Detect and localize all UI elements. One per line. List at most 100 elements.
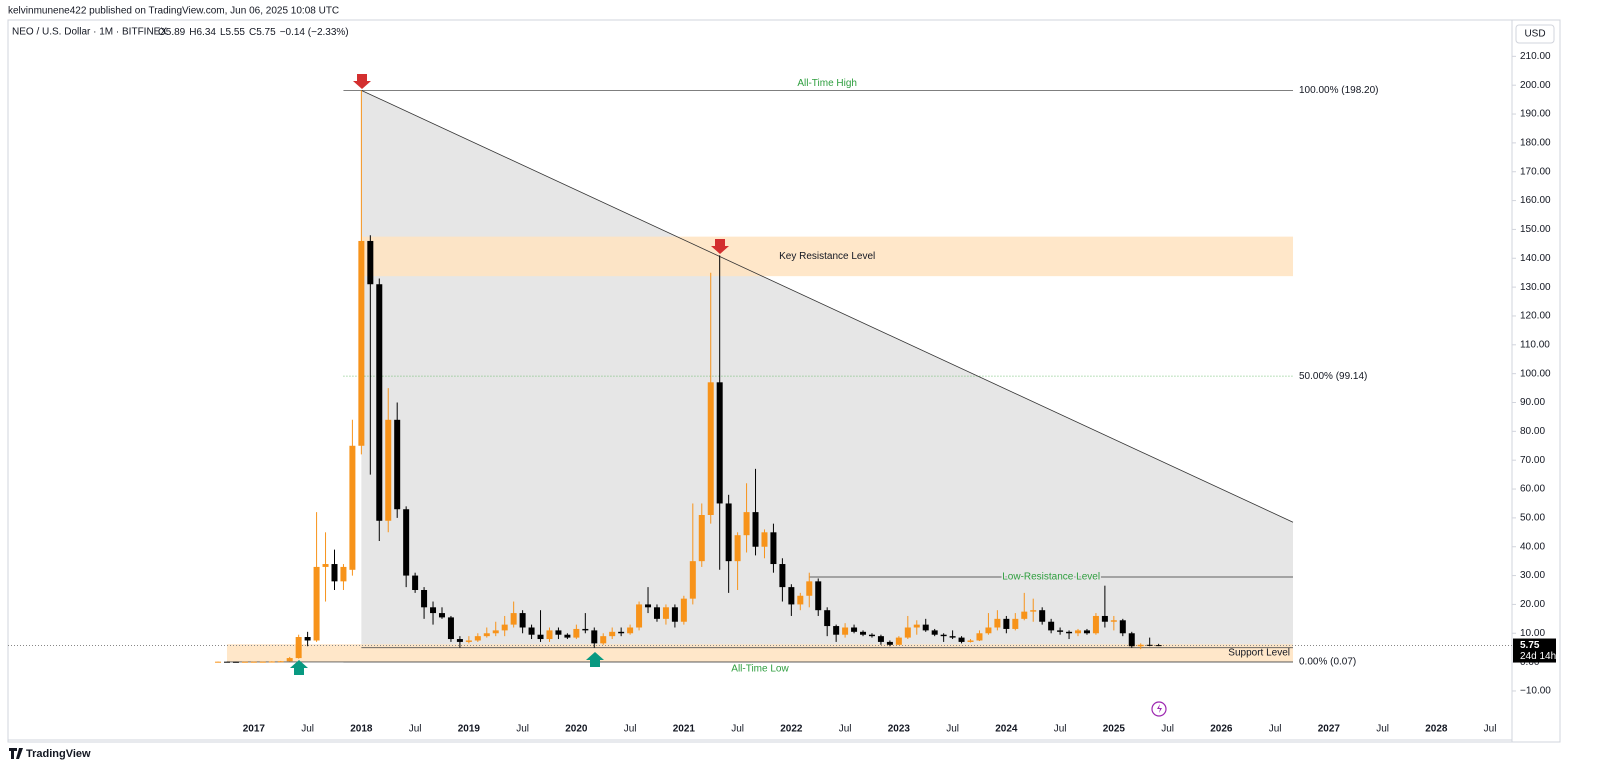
candle-body bbox=[707, 382, 714, 515]
x-tick-label: 2018 bbox=[350, 724, 373, 735]
all-time-low-label: All-Time Low bbox=[731, 664, 789, 675]
legend-symbol: NEO / U.S. Dollar · 1M · BITFINEX bbox=[12, 27, 167, 38]
ohlc-value: 6.34 bbox=[196, 27, 216, 38]
key-resistance-label: Key Resistance Level bbox=[779, 251, 875, 262]
candle-body bbox=[806, 581, 813, 596]
y-tick-label: 90.00 bbox=[1520, 397, 1545, 408]
ohlc-value: 5.55 bbox=[226, 27, 246, 38]
x-tick-label: Jul bbox=[301, 724, 314, 735]
candle-body bbox=[492, 630, 499, 634]
candle-body bbox=[1057, 630, 1064, 632]
x-tick-label: 2027 bbox=[1318, 724, 1341, 735]
candle-body bbox=[833, 626, 840, 635]
candle-body bbox=[421, 590, 428, 608]
candle-body bbox=[564, 634, 571, 638]
candle-body bbox=[1075, 630, 1082, 634]
candle-body bbox=[868, 634, 875, 637]
candle-body bbox=[671, 607, 678, 622]
event-icon[interactable] bbox=[1151, 701, 1167, 717]
candle-body bbox=[555, 630, 562, 635]
ohlc-key: C bbox=[249, 27, 256, 38]
y-tick-label: 200.00 bbox=[1520, 80, 1551, 91]
candle-body bbox=[662, 607, 669, 619]
x-tick-label: 2017 bbox=[243, 724, 266, 735]
x-tick-label: 2024 bbox=[995, 724, 1018, 735]
candle-body bbox=[322, 564, 329, 567]
candle-body bbox=[349, 445, 356, 570]
x-tick-label: Jul bbox=[516, 724, 529, 735]
candle-body bbox=[886, 641, 893, 645]
candle-body bbox=[1066, 631, 1073, 634]
y-tick-label: −10.00 bbox=[1520, 686, 1551, 697]
candle-body bbox=[447, 617, 454, 640]
candle-body bbox=[716, 382, 723, 504]
candle-body bbox=[331, 564, 338, 582]
candle-body bbox=[958, 637, 965, 642]
y-tick-label: 110.00 bbox=[1520, 339, 1550, 350]
candle-body bbox=[573, 628, 580, 638]
candle-body bbox=[797, 595, 804, 605]
y-tick-label: 170.00 bbox=[1520, 166, 1551, 177]
fib-caption: All-Time High bbox=[797, 78, 857, 89]
event-bolt bbox=[1157, 704, 1162, 713]
y-tick-label: 30.00 bbox=[1520, 570, 1545, 581]
candle-body bbox=[770, 532, 777, 565]
logo-text: TradingView bbox=[26, 748, 91, 760]
y-tick-label: 120.00 bbox=[1520, 311, 1551, 322]
x-tick-label: 2020 bbox=[565, 724, 588, 735]
y-tick-label: 160.00 bbox=[1520, 195, 1551, 206]
x-tick-label: Jul bbox=[839, 724, 852, 735]
candle-body bbox=[1101, 615, 1108, 622]
trend-line bbox=[361, 90, 1294, 523]
candle-body bbox=[725, 503, 732, 562]
candle-body bbox=[358, 240, 365, 446]
candle-body bbox=[1092, 615, 1099, 634]
candle-body bbox=[994, 618, 1001, 628]
candle-body bbox=[842, 627, 849, 635]
x-tick-label: 2026 bbox=[1210, 724, 1233, 735]
x-tick-label: 2022 bbox=[780, 724, 803, 735]
x-tick-label: Jul bbox=[1269, 724, 1282, 735]
fib-label: 0.00% (0.07) bbox=[1299, 657, 1356, 668]
candle-body bbox=[922, 624, 929, 631]
candle-body bbox=[313, 566, 320, 641]
x-tick-label: 2025 bbox=[1103, 724, 1126, 735]
candle-body bbox=[501, 624, 508, 631]
candle-body bbox=[779, 564, 786, 588]
candle-body bbox=[250, 661, 257, 663]
candle-body bbox=[761, 532, 768, 547]
candle-body bbox=[268, 661, 275, 663]
candle-body bbox=[367, 240, 374, 285]
candle-body bbox=[430, 607, 437, 614]
candle-body bbox=[895, 637, 902, 645]
y-tick-label: 150.00 bbox=[1520, 224, 1551, 235]
candle-body bbox=[340, 566, 347, 582]
y-tick-label: 100.00 bbox=[1520, 368, 1551, 379]
candle-body bbox=[412, 575, 419, 590]
candle-body bbox=[698, 515, 705, 562]
candle-body bbox=[877, 636, 884, 642]
candle-body bbox=[474, 636, 481, 641]
logo-mark bbox=[9, 748, 23, 759]
y-tick-label: 10.00 bbox=[1520, 628, 1545, 639]
x-tick-label: 2023 bbox=[888, 724, 911, 735]
countdown-label: 24d 14h bbox=[1520, 651, 1556, 662]
currency-box bbox=[1515, 24, 1555, 44]
candle-body bbox=[286, 658, 293, 662]
currency: USD bbox=[1524, 29, 1545, 40]
y-tick-label: 210.00 bbox=[1520, 51, 1551, 62]
fib-label: 100.00% (198.20) bbox=[1299, 85, 1379, 96]
chart-frame bbox=[7, 19, 1561, 743]
support-label: Support Level bbox=[1228, 647, 1290, 658]
candle-body bbox=[1003, 618, 1010, 629]
x-tick-label: 2028 bbox=[1425, 724, 1448, 735]
candle-body bbox=[788, 587, 795, 605]
legend-ohlc: O5.89 H6.34 L5.55 C5.75 −0.14 (−2.33%) bbox=[158, 27, 349, 38]
candle-body bbox=[680, 598, 687, 622]
candle-body bbox=[1021, 611, 1028, 619]
candle-body bbox=[689, 561, 696, 599]
candle-body bbox=[259, 661, 266, 663]
y-tick-label: 70.00 bbox=[1520, 455, 1545, 466]
candle-body bbox=[743, 512, 750, 536]
candle-body bbox=[985, 627, 992, 634]
